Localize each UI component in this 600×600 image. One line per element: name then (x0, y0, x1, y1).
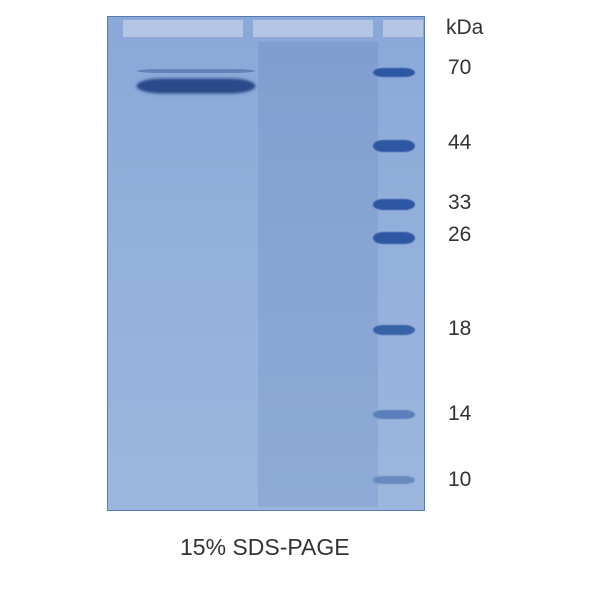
gel-well (383, 20, 423, 38)
mw-label-70: 70 (448, 56, 471, 80)
mw-label-14: 14 (448, 402, 471, 426)
ladder-band-26 (373, 232, 415, 244)
gel-caption: 15% SDS-PAGE (180, 534, 350, 561)
lane-shading (258, 42, 378, 507)
mw-label-18: 18 (448, 317, 471, 341)
unit-label: kDa (446, 16, 483, 40)
gel-image-container: kDa 70 44 33 26 18 14 10 15% SDS-PAGE (0, 0, 600, 600)
ladder-band-18 (373, 325, 415, 335)
mw-label-26: 26 (448, 223, 471, 247)
ladder-band-44 (373, 140, 415, 152)
gel-well (253, 20, 373, 38)
ladder-band-33 (373, 199, 415, 210)
mw-label-10: 10 (448, 468, 471, 492)
sample-protein-band (137, 79, 255, 93)
ladder-band-10 (373, 476, 415, 484)
ladder-band-70 (373, 68, 415, 77)
gel-well (123, 20, 243, 38)
sample-band-faint (137, 69, 255, 73)
ladder-band-14 (373, 410, 415, 419)
mw-label-44: 44 (448, 131, 471, 155)
mw-label-33: 33 (448, 191, 471, 215)
